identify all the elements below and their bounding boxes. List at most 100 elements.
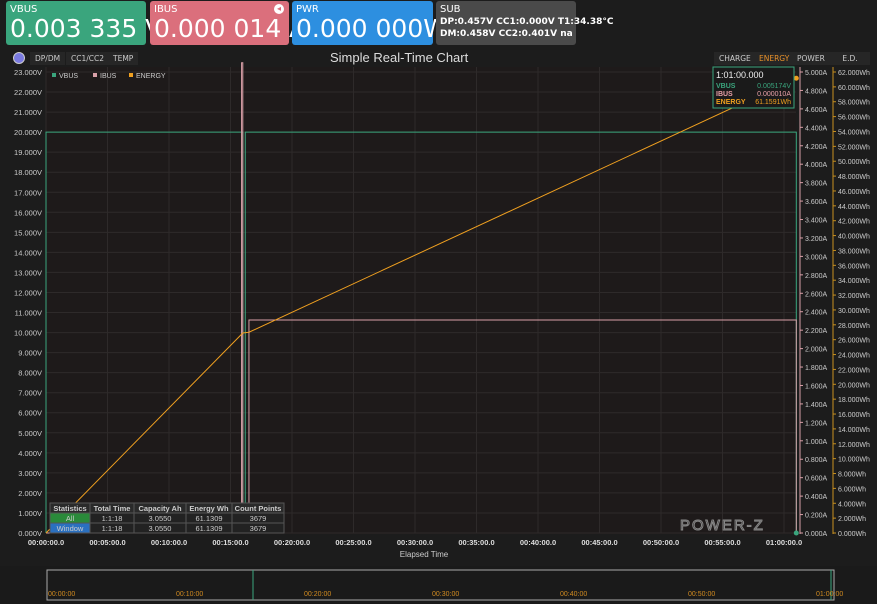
y-left-tick-label: 9.000V (18, 349, 42, 358)
y-ibus-tick-label: 1.800A (805, 365, 828, 372)
y-ibus-tick-label: 0.600A (805, 476, 828, 483)
y-energy-tick-label: 50.000Wh (838, 159, 870, 166)
y-energy-tick-label: 20.000Wh (838, 382, 870, 389)
stats-cell-bg (49, 522, 91, 534)
tab-charge[interactable]: CHARGE (714, 52, 756, 65)
tooltip: 1:01:00.000 VBUS 0.005174V IBUS 0.000010… (712, 66, 795, 109)
x-tick-label: 00:55:00.0 (704, 538, 740, 547)
chart-menu-icon[interactable] (13, 52, 25, 64)
y-energy-tick-label: 38.000Wh (838, 248, 870, 255)
navigator[interactable]: 00:00:00 00:10:00 00:20:00 00:30:00 00:40:00… (0, 566, 877, 604)
tooltip-vbus-value: 0.005174V (757, 83, 791, 90)
stats-header: Energy Wh (189, 504, 229, 513)
y-energy-tick-label: 44.000Wh (838, 204, 870, 211)
navigator-label: 00:20:00 (304, 591, 331, 598)
stats-header-cell (89, 502, 135, 514)
y-left-tick-label: 10.000V (14, 329, 42, 338)
y-energy-tick-label: 28.000Wh (838, 323, 870, 330)
y-left-tick-label: 14.000V (14, 248, 42, 257)
y-energy-tick-label: 22.000Wh (838, 367, 870, 374)
stats-cell-bg (185, 512, 233, 524)
y-left-tick-label: 22.000V (14, 88, 42, 97)
series-vbus-line (45, 131, 797, 534)
y-ibus-tick-label: 5.000A (805, 70, 828, 77)
stats-cell: All (66, 514, 75, 523)
tab-energy[interactable]: ENERGY (754, 52, 795, 65)
sub-label: SUB (440, 4, 461, 15)
y-energy-tick-label: 32.000Wh (838, 293, 870, 300)
stats-cell: 61.1309 (195, 524, 222, 533)
y-ibus-tick-label: 4.200A (805, 144, 828, 151)
y-left-tick-label: 1.000V (18, 509, 42, 518)
y-ibus-tick-label: 1.200A (805, 420, 828, 427)
x-tick-label: 00:05:00.0 (89, 538, 125, 547)
y-energy-tick-label: 10.000Wh (838, 457, 870, 464)
stats-cell: Window (57, 524, 84, 533)
legend-energy-swatch (129, 73, 133, 77)
y-left-tick-label: 13.000V (14, 268, 42, 277)
y-ibus-tick-label: 1.000A (805, 439, 828, 446)
y-left-tick-label: 17.000V (14, 188, 42, 197)
y-energy-tick-label: 2.000Wh (838, 516, 866, 523)
y-ibus-tick-label: 2.000A (805, 347, 828, 354)
ibus-label: IBUS (154, 4, 178, 15)
stats-cell: 61.1309 (195, 514, 222, 523)
y-left-tick-label: 18.000V (14, 168, 42, 177)
stats-cell-bg (49, 512, 91, 524)
x-tick-label: 00:00:00.0 (28, 538, 64, 547)
legend-vbus: VBUS (59, 73, 78, 80)
y-energy-tick-label: 52.000Wh (838, 144, 870, 151)
tab-cc1-cc2[interactable]: CC1/CC2 (66, 52, 110, 65)
y-energy-tick-label: 48.000Wh (838, 174, 870, 181)
stats-cell-bg (133, 522, 187, 534)
y-ibus-tick-label: 2.800A (805, 273, 828, 280)
legend-ibus: IBUS (100, 73, 117, 80)
direction-icon[interactable]: ◂ (274, 4, 284, 14)
power-z-watermark: POWER-Z (680, 517, 765, 534)
y-left-tick-label: 8.000V (18, 369, 42, 378)
stats-cell-bg (89, 512, 135, 524)
navigator-label: 00:30:00 (432, 591, 459, 598)
x-tick-label: 00:40:00.0 (520, 538, 556, 547)
plot-area (46, 67, 796, 534)
y-energy-tick-label: 18.000Wh (838, 397, 870, 404)
stats-header: Capacity Ah (138, 504, 181, 513)
y-left-tick-label: 2.000V (18, 489, 42, 498)
y-energy-tick-label: 4.000Wh (838, 501, 866, 508)
tooltip-time: 1:01:00.000 (716, 70, 764, 80)
y-left-tick-label: 23.000V (14, 68, 42, 77)
y-energy-tick-label: 8.000Wh (838, 472, 866, 479)
tab-power[interactable]: POWER (792, 52, 830, 65)
y-energy-tick-label: 54.000Wh (838, 129, 870, 136)
stats-cell: 3679 (250, 514, 267, 523)
x-tick-label: 00:20:00.0 (274, 538, 310, 547)
y-energy-tick-label: 40.000Wh (838, 234, 870, 241)
y-left-tick-label: 0.000V (18, 529, 42, 538)
x-tick-label: 00:15:00.0 (212, 538, 248, 547)
vbus-label: VBUS (10, 4, 38, 15)
stats-header-cell (49, 502, 91, 514)
sub-line2: DM:0.458V CC2:0.401V na (440, 29, 573, 39)
y-left-tick-label: 12.000V (14, 288, 42, 297)
x-tick-label: 00:35:00.0 (458, 538, 494, 547)
legend-ibus-swatch (93, 73, 97, 77)
y-ibus-tick-label: 3.800A (805, 181, 828, 188)
y-energy-tick-label: 14.000Wh (838, 427, 870, 434)
y-ibus-tick-label: 3.200A (805, 236, 828, 243)
y-left-tick-label: 11.000V (15, 309, 42, 318)
tab-dp-dm[interactable]: DP/DM (30, 52, 66, 65)
vbus-card: VBUS 0.003 335 V (6, 1, 163, 45)
y-left-tick-label: 21.000V (14, 108, 42, 117)
stats-cell: 1:1:18 (102, 524, 123, 533)
tab-temp[interactable]: TEMP (108, 52, 139, 65)
y-ibus-tick-label: 3.400A (805, 218, 828, 225)
x-tick-label: 00:10:00.0 (151, 538, 187, 547)
tab-ed[interactable]: E.D. (830, 52, 870, 65)
vbus-value: 0.003 335 V (10, 14, 163, 43)
y-ibus-tick-label: 4.600A (805, 107, 828, 114)
y-energy-tick-label: 34.000Wh (838, 278, 870, 285)
y-energy-tick-label: 56.000Wh (838, 115, 870, 122)
sub-line1: DP:0.457V CC1:0.000V T1:34.38°C (440, 17, 614, 27)
y-left-tick-label: 5.000V (18, 429, 42, 438)
